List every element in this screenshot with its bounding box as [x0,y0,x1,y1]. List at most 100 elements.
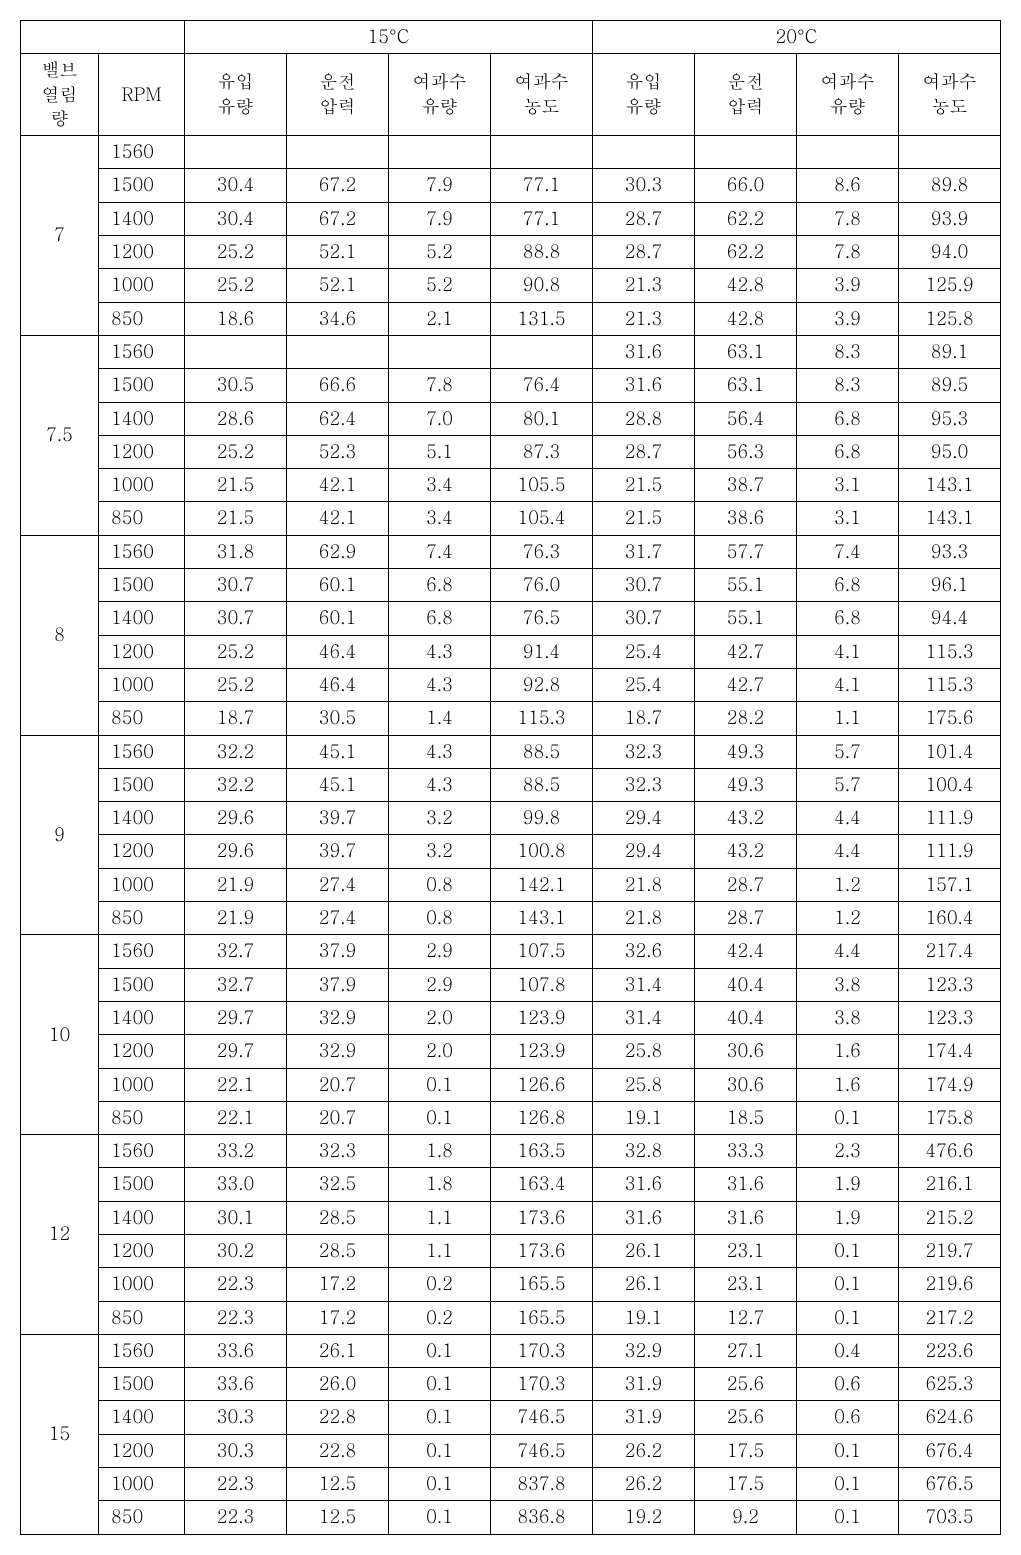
data-cell: 157.1 [899,868,1001,901]
data-cell: 703.5 [899,1501,1001,1534]
data-cell: 46.4 [287,635,389,668]
data-cell: 18.7 [593,702,695,735]
data-cell: 31.6 [593,369,695,402]
data-cell: 33.6 [185,1334,287,1367]
data-cell: 217.4 [899,935,1001,968]
table-row: 85018.634.62.1131.521.342.83.9125.8 [21,302,1001,335]
data-cell: 8.3 [797,369,899,402]
data-cell: 163.5 [491,1135,593,1168]
data-cell: 29.4 [593,835,695,868]
data-cell: 3.4 [389,469,491,502]
rpm-cell: 850 [99,1501,185,1534]
data-cell: 165.5 [491,1268,593,1301]
data-cell: 2.3 [797,1135,899,1168]
data-cell: 0.1 [389,1468,491,1501]
data-cell: 88.8 [491,236,593,269]
data-cell: 21.9 [185,902,287,935]
rpm-cell: 1400 [99,602,185,635]
data-cell: 4.3 [389,735,491,768]
rpm-cell: 1000 [99,269,185,302]
data-cell: 3.4 [389,502,491,535]
data-cell: 90.8 [491,269,593,302]
data-cell: 131.5 [491,302,593,335]
table-row: 140030.760.16.876.530.755.16.894.4 [21,602,1001,635]
data-cell: 52.3 [287,435,389,468]
data-cell: 25.2 [185,236,287,269]
data-cell: 25.8 [593,1035,695,1068]
data-cell: 17.5 [695,1468,797,1501]
data-cell: 32.2 [185,735,287,768]
data-cell: 66.6 [287,369,389,402]
rpm-cell: 1500 [99,569,185,602]
data-cell: 125.8 [899,302,1001,335]
data-cell: 0.1 [389,1334,491,1367]
data-cell: 1.8 [389,1168,491,1201]
data-cell: 43.2 [695,802,797,835]
table-row: 150033.626.00.1170.331.925.60.6625.3 [21,1368,1001,1401]
data-cell: 19.2 [593,1501,695,1534]
rpm-cell: 1500 [99,1168,185,1201]
table-header: 15°C20°C밸브열림량RPM유입유량운전압력여과수유량여과수농도유입유량운전… [21,21,1001,136]
data-cell: 143.1 [899,469,1001,502]
data-cell: 223.6 [899,1334,1001,1367]
table-row: 7.5156031.663.18.389.1 [21,335,1001,368]
data-cell: 28.7 [593,236,695,269]
data-cell: 21.8 [593,902,695,935]
data-cell: 39.7 [287,802,389,835]
data-cell: 3.2 [389,835,491,868]
data-cell: 32.8 [593,1135,695,1168]
valve-cell: 7.5 [21,335,99,535]
rpm-cell: 1000 [99,668,185,701]
data-cell: 0.1 [797,1268,899,1301]
data-cell: 22.3 [185,1301,287,1334]
rpm-cell: 1500 [99,169,185,202]
data-cell: 30.7 [185,569,287,602]
data-cell: 0.1 [797,1234,899,1267]
data-cell: 19.1 [593,1101,695,1134]
table-row: 150030.566.67.876.431.663.18.389.5 [21,369,1001,402]
data-cell: 25.2 [185,435,287,468]
data-cell: 0.8 [389,902,491,935]
data-cell [695,136,797,169]
data-cell: 219.6 [899,1268,1001,1301]
rpm-cell: 1000 [99,1468,185,1501]
data-cell: 20.7 [287,1101,389,1134]
data-cell [389,136,491,169]
header-rpm: RPM [99,54,185,136]
table-row: 120025.252.35.187.328.756.36.895.0 [21,435,1001,468]
data-cell: 32.9 [287,1035,389,1068]
data-cell: 837.8 [491,1468,593,1501]
data-cell: 107.8 [491,968,593,1001]
data-cell: 0.2 [389,1301,491,1334]
data-cell: 5.7 [797,735,899,768]
data-cell: 0.1 [389,1368,491,1401]
data-cell: 99.8 [491,802,593,835]
data-cell: 4.3 [389,668,491,701]
data-cell: 25.6 [695,1401,797,1434]
data-cell: 28.8 [593,402,695,435]
data-cell: 77.1 [491,169,593,202]
rpm-cell: 1400 [99,202,185,235]
data-cell: 100.4 [899,768,1001,801]
data-cell: 22.3 [185,1268,287,1301]
data-cell: 56.4 [695,402,797,435]
data-cell: 0.1 [797,1501,899,1534]
table-row: 85022.312.50.1836.819.29.20.1703.5 [21,1501,1001,1534]
data-cell: 28.5 [287,1201,389,1234]
rpm-cell: 1560 [99,935,185,968]
data-cell: 30.3 [593,169,695,202]
data-cell: 93.9 [899,202,1001,235]
data-cell: 32.9 [593,1334,695,1367]
data-cell: 0.1 [389,1068,491,1101]
data-cell: 173.6 [491,1234,593,1267]
header-blank [21,21,185,54]
data-cell: 32.6 [593,935,695,968]
data-cell: 25.4 [593,635,695,668]
rpm-cell: 1200 [99,435,185,468]
data-cell: 76.4 [491,369,593,402]
rpm-cell: 850 [99,302,185,335]
data-cell: 22.3 [185,1468,287,1501]
data-cell: 7.9 [389,202,491,235]
data-cell: 0.1 [389,1101,491,1134]
data-cell: 32.7 [185,968,287,1001]
